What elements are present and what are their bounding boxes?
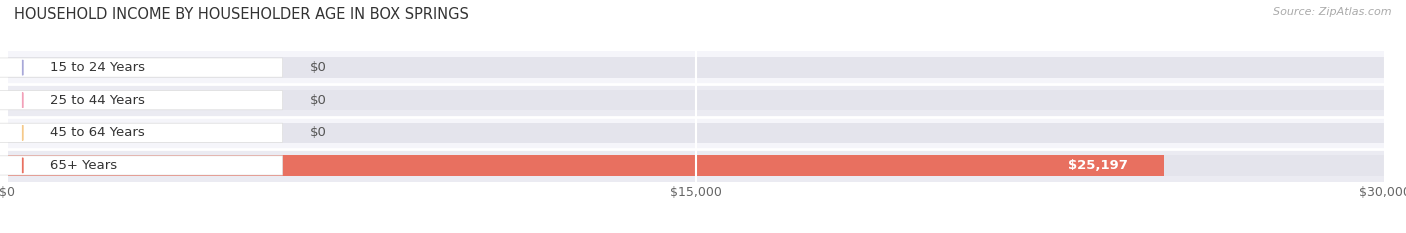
FancyBboxPatch shape	[0, 58, 283, 77]
Text: 15 to 24 Years: 15 to 24 Years	[51, 61, 145, 74]
Text: HOUSEHOLD INCOME BY HOUSEHOLDER AGE IN BOX SPRINGS: HOUSEHOLD INCOME BY HOUSEHOLDER AGE IN B…	[14, 7, 470, 22]
Text: $0: $0	[311, 94, 328, 107]
Bar	[7, 116, 1385, 149]
Bar	[7, 58, 1385, 78]
Text: $0: $0	[311, 126, 328, 139]
Bar	[7, 155, 1164, 175]
Text: 25 to 44 Years: 25 to 44 Years	[51, 94, 145, 107]
Text: $0: $0	[311, 61, 328, 74]
Bar	[7, 123, 1385, 143]
Text: 45 to 64 Years: 45 to 64 Years	[51, 126, 145, 139]
Text: Source: ZipAtlas.com: Source: ZipAtlas.com	[1274, 7, 1392, 17]
Bar	[7, 51, 1385, 84]
FancyBboxPatch shape	[0, 91, 283, 110]
FancyBboxPatch shape	[0, 123, 283, 142]
Bar	[7, 149, 1385, 182]
Bar	[7, 155, 1385, 175]
FancyBboxPatch shape	[0, 156, 283, 175]
Text: 65+ Years: 65+ Years	[51, 159, 117, 172]
Text: $25,197: $25,197	[1067, 159, 1128, 172]
Bar	[7, 84, 1385, 116]
Bar	[7, 90, 1385, 110]
